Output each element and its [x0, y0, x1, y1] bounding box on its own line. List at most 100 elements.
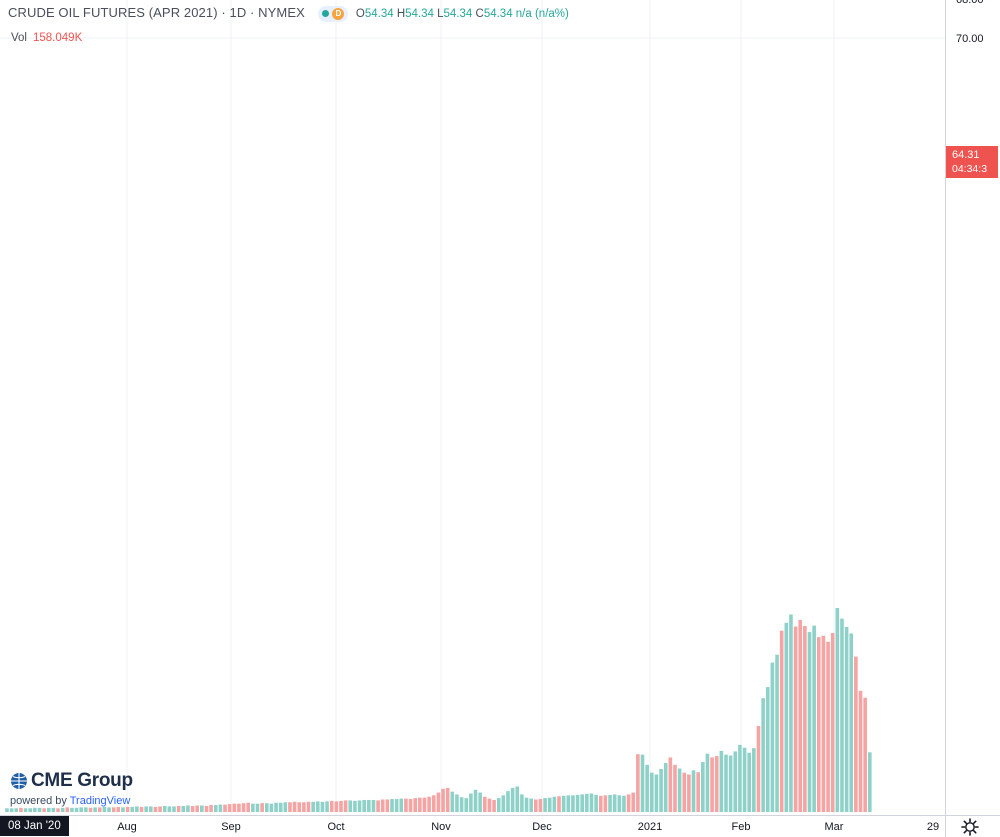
volume-bar	[441, 788, 445, 812]
market-status-pill[interactable]: D	[318, 5, 349, 22]
powered-by-line: powered by TradingView	[10, 795, 133, 807]
volume-bar	[673, 764, 677, 812]
tradingview-link[interactable]: TradingView	[69, 795, 131, 807]
powered-by-text: powered by	[10, 795, 67, 807]
volume-bar	[765, 687, 770, 812]
volume-bar	[269, 803, 274, 812]
volume-bar	[404, 798, 408, 812]
symbol-title[interactable]: CRUDE OIL FUTURES (APR 2021) · 1D · NYME…	[8, 5, 305, 20]
volume-bar	[56, 808, 60, 812]
volume-bar	[798, 620, 803, 812]
volume-bar	[329, 800, 334, 812]
volume-bar	[469, 793, 473, 812]
low-value: 54.34	[443, 8, 473, 20]
volume-bar	[728, 755, 733, 812]
volume-bar	[343, 800, 348, 812]
volume-bar	[130, 806, 135, 812]
bar-countdown: 04:34:3	[952, 163, 988, 175]
volume-bar	[733, 751, 738, 812]
volume-bar	[232, 803, 237, 812]
volume-bar	[144, 806, 148, 812]
volume-bar	[482, 796, 487, 812]
volume-bar	[626, 794, 631, 812]
volume-bar	[761, 698, 765, 812]
market-open-dot-icon	[322, 10, 330, 18]
volume-bar	[97, 807, 102, 812]
volume-bar	[302, 802, 306, 812]
volume-bar	[585, 793, 589, 812]
volume-bar	[339, 800, 343, 812]
volume-bar	[812, 625, 816, 812]
x-tick-label: Mar	[825, 821, 844, 833]
volume-bar	[575, 794, 580, 812]
volume-bar	[473, 789, 478, 812]
volume-bar	[830, 632, 835, 812]
x-tick-label: Feb	[732, 821, 751, 833]
volume-bar	[501, 795, 506, 812]
brand-name: CME Group	[31, 770, 133, 791]
time-axis[interactable]: Aug Sep Oct Nov Dec 2021 Feb Mar 29	[117, 821, 939, 833]
volume-bar	[580, 794, 585, 812]
volume-bar	[102, 806, 107, 812]
volume-bar	[213, 805, 218, 812]
volume-bar	[121, 807, 125, 812]
volume-bar	[840, 618, 844, 812]
volume-bar	[427, 796, 431, 812]
volume-label[interactable]: Vol	[11, 32, 27, 44]
open-value: 54.34	[364, 8, 394, 20]
volume-bar	[107, 807, 111, 812]
volume-bar	[149, 806, 153, 812]
volume-bar	[445, 787, 450, 812]
volume-bar	[654, 774, 659, 812]
x-tick-label: Dec	[532, 821, 552, 833]
volume-bar	[181, 805, 186, 812]
volume-bar	[274, 802, 278, 812]
volume-bar	[408, 799, 413, 812]
volume-bar	[367, 799, 371, 812]
volume-bar	[789, 614, 793, 812]
volume-bar	[14, 808, 19, 812]
volume-bar	[747, 752, 751, 812]
volume-bar	[668, 757, 673, 812]
symbol-legend: CRUDE OIL FUTURES (APR 2021) · 1D · NYME…	[8, 5, 569, 22]
volume-bar	[195, 805, 199, 812]
volume-bar	[793, 626, 798, 812]
volume-bar	[362, 799, 366, 812]
volume-bar	[663, 762, 668, 812]
volume-bar	[534, 799, 538, 812]
volume-bar	[385, 799, 390, 812]
volume-bar	[566, 795, 571, 812]
volume-bar	[478, 792, 482, 812]
open-label: O	[355, 8, 365, 20]
volume-bar	[696, 772, 700, 812]
cme-tradingview-logo[interactable]: CME Group powered by TradingView	[10, 770, 133, 807]
volume-bar	[677, 768, 682, 812]
volume-bar	[315, 801, 320, 812]
delayed-data-icon: D	[332, 7, 345, 20]
volume-bar	[547, 797, 552, 812]
volume-bar	[241, 803, 246, 812]
volume-bar	[186, 805, 190, 812]
gear-icon[interactable]	[960, 817, 980, 837]
volume-bar	[710, 757, 714, 812]
volume-bar	[724, 754, 728, 812]
volume-bar	[172, 806, 176, 812]
x-tick-label: Sep	[221, 821, 241, 833]
volume-bar	[65, 807, 70, 812]
volume-bar	[297, 802, 302, 812]
volume-bar	[742, 747, 747, 812]
x-tick-label: Nov	[431, 821, 451, 833]
volume-bar	[464, 798, 469, 812]
volume-bar	[5, 808, 9, 812]
volume-bar	[84, 807, 88, 812]
volume-bar	[88, 807, 93, 812]
volume-bar	[306, 801, 311, 812]
volume-bar	[617, 795, 622, 812]
volume-bar	[209, 805, 213, 812]
volume-bar	[687, 774, 691, 812]
price-axis[interactable]: 34.0036.0038.0040.0042.0044.0046.0048.00…	[956, 0, 984, 45]
volume-bar	[492, 799, 496, 812]
volume-bar	[93, 807, 97, 812]
volume-bar	[255, 803, 260, 812]
